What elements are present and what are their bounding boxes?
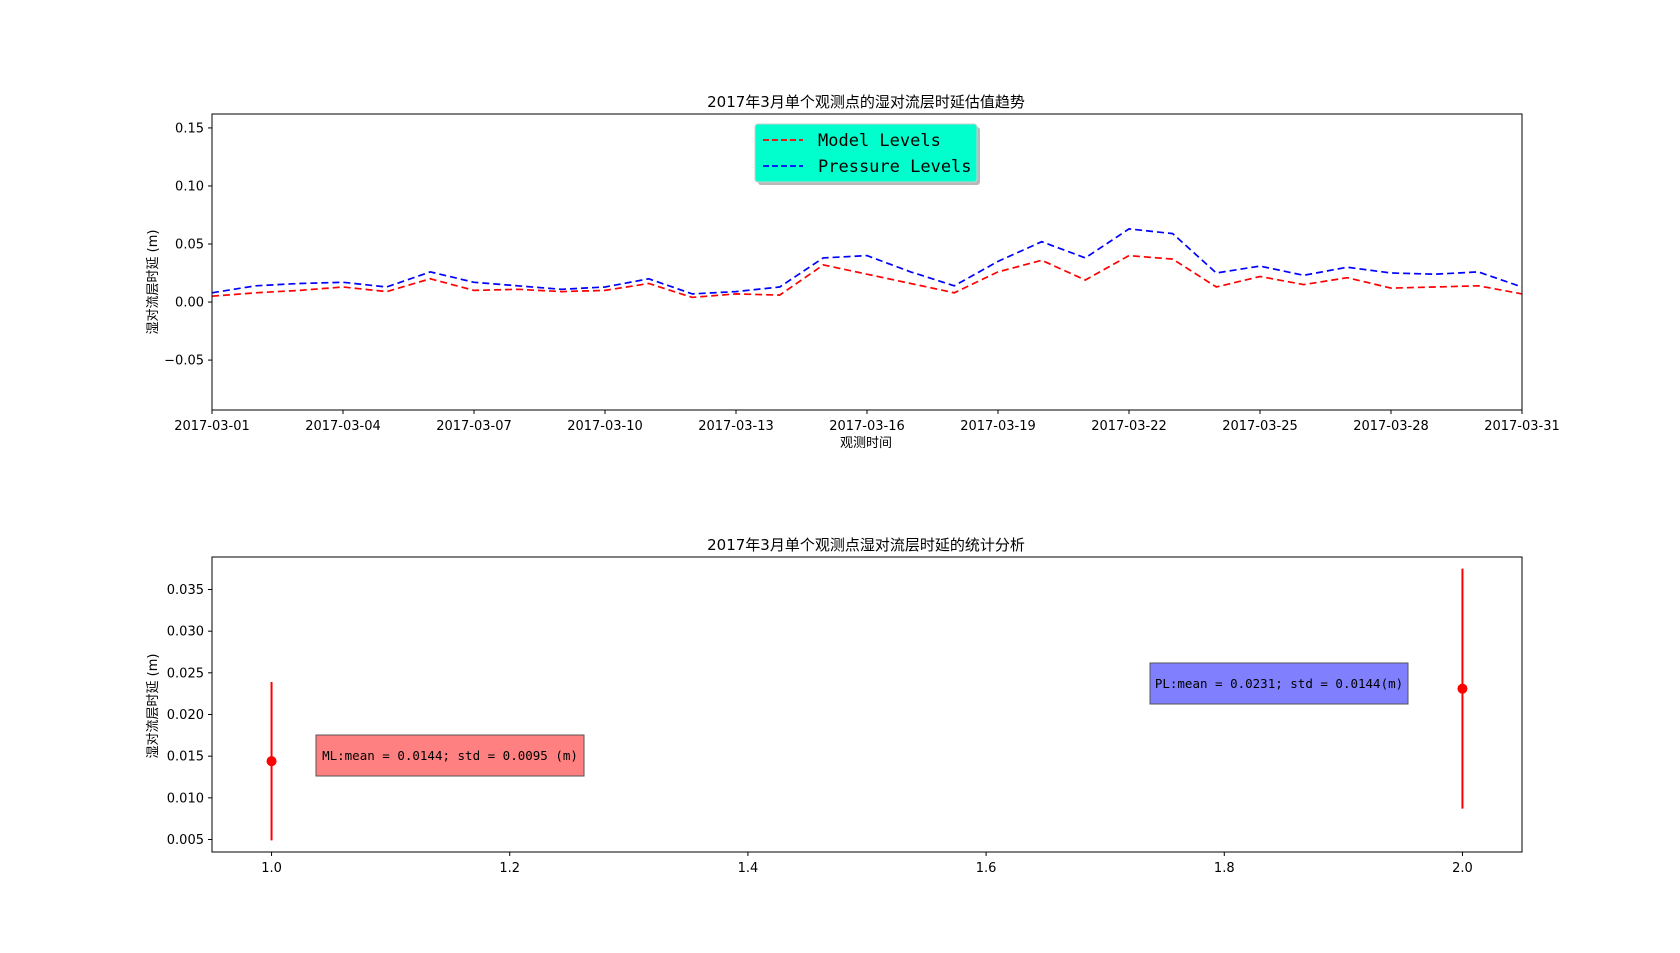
trend-chart-y-axis-label: 湿对流层时延 (m) bbox=[146, 230, 161, 335]
trend-x-tick-label: 2017-03-01 bbox=[174, 419, 250, 434]
stats-x-tick-label: 2.0 bbox=[1452, 861, 1473, 876]
trend-y-tick-label: −0.05 bbox=[164, 354, 204, 369]
series-line-pressure-levels bbox=[211, 228, 1523, 295]
annotation-pl: PL:mean = 0.0231; std = 0.0144(m) bbox=[1149, 662, 1409, 705]
statistics-chart-ticks: 0.035 0.030 0.025 0.020 0.015 0.010 0.005 1.0 1.… bbox=[167, 583, 1473, 876]
stats-x-tick-label: 1.6 bbox=[976, 861, 997, 876]
annotation-ml-text: ML:mean = 0.0144; std = 0.0095 (m) bbox=[322, 748, 578, 763]
trend-x-tick-label: 2017-03-16 bbox=[829, 419, 905, 434]
stats-y-tick-label: 0.030 bbox=[167, 625, 204, 640]
legend-label-pressure-levels: Pressure Levels bbox=[818, 157, 972, 177]
trend-x-tick-label: 2017-03-04 bbox=[305, 419, 381, 434]
statistics-chart-y-axis-label: 湿对流层时延 (m) bbox=[146, 654, 161, 759]
statistics-chart-frame bbox=[211, 556, 1523, 853]
stats-y-tick-label: 0.020 bbox=[167, 708, 204, 723]
trend-y-tick-label: 0.05 bbox=[175, 238, 204, 253]
trend-y-tick-label: 0.10 bbox=[175, 179, 204, 194]
statistics-chart: 2017年3月单个观测点湿对流层时延的统计分析 湿对流层时延 (m) 0.035… bbox=[146, 536, 1523, 876]
statistics-chart-title: 2017年3月单个观测点湿对流层时延的统计分析 bbox=[707, 536, 1025, 554]
series-line-model-levels bbox=[211, 254, 1523, 299]
stats-y-tick-label: 0.005 bbox=[167, 833, 204, 848]
trend-chart-series bbox=[211, 228, 1523, 299]
stats-y-tick-label: 0.035 bbox=[167, 583, 204, 598]
mean-point-ml bbox=[266, 756, 277, 767]
trend-x-tick-label: 2017-03-31 bbox=[1484, 419, 1560, 434]
trend-x-tick-label: 2017-03-28 bbox=[1353, 419, 1429, 434]
trend-x-tick-label: 2017-03-22 bbox=[1091, 419, 1167, 434]
annotation-pl-text: PL:mean = 0.0231; std = 0.0144(m) bbox=[1155, 676, 1403, 691]
trend-chart-x-axis-label: 观测时间 bbox=[840, 436, 892, 451]
trend-y-tick-label: 0.00 bbox=[175, 296, 204, 311]
mean-point-pl bbox=[1457, 683, 1468, 694]
trend-y-tick-label: 0.15 bbox=[175, 121, 204, 136]
trend-chart-title: 2017年3月单个观测点的湿对流层时延估值趋势 bbox=[707, 93, 1025, 111]
trend-x-tick-label: 2017-03-19 bbox=[960, 419, 1036, 434]
trend-x-tick-label: 2017-03-25 bbox=[1222, 419, 1298, 434]
stats-x-tick-label: 1.8 bbox=[1214, 861, 1235, 876]
trend-chart-ticks: 0.15 0.10 0.05 0.00 −0.05 2017-03-01 2017-03-0… bbox=[164, 121, 1560, 434]
legend-box bbox=[754, 123, 978, 183]
annotation-ml: ML:mean = 0.0144; std = 0.0095 (m) bbox=[315, 734, 585, 777]
trend-chart: 2017年3月单个观测点的湿对流层时延估值趋势 观测时间 湿对流层时延 (m) … bbox=[146, 93, 1560, 451]
trend-x-tick-label: 2017-03-13 bbox=[698, 419, 774, 434]
stats-y-tick-label: 0.015 bbox=[167, 750, 204, 765]
legend: Model Levels Pressure Levels bbox=[754, 123, 980, 185]
annotation-ml-box bbox=[315, 734, 585, 777]
stats-y-tick-label: 0.010 bbox=[167, 791, 204, 806]
annotation-pl-box bbox=[1149, 662, 1409, 705]
stats-y-tick-label: 0.025 bbox=[167, 666, 204, 681]
stats-x-tick-label: 1.4 bbox=[738, 861, 759, 876]
stats-x-tick-label: 1.0 bbox=[261, 861, 282, 876]
trend-x-tick-label: 2017-03-10 bbox=[567, 419, 643, 434]
stats-x-tick-label: 1.2 bbox=[499, 861, 520, 876]
legend-label-model-levels: Model Levels bbox=[818, 131, 941, 151]
statistics-chart-marks bbox=[266, 568, 1468, 841]
trend-x-tick-label: 2017-03-07 bbox=[436, 419, 512, 434]
trend-chart-frame bbox=[211, 113, 1523, 411]
